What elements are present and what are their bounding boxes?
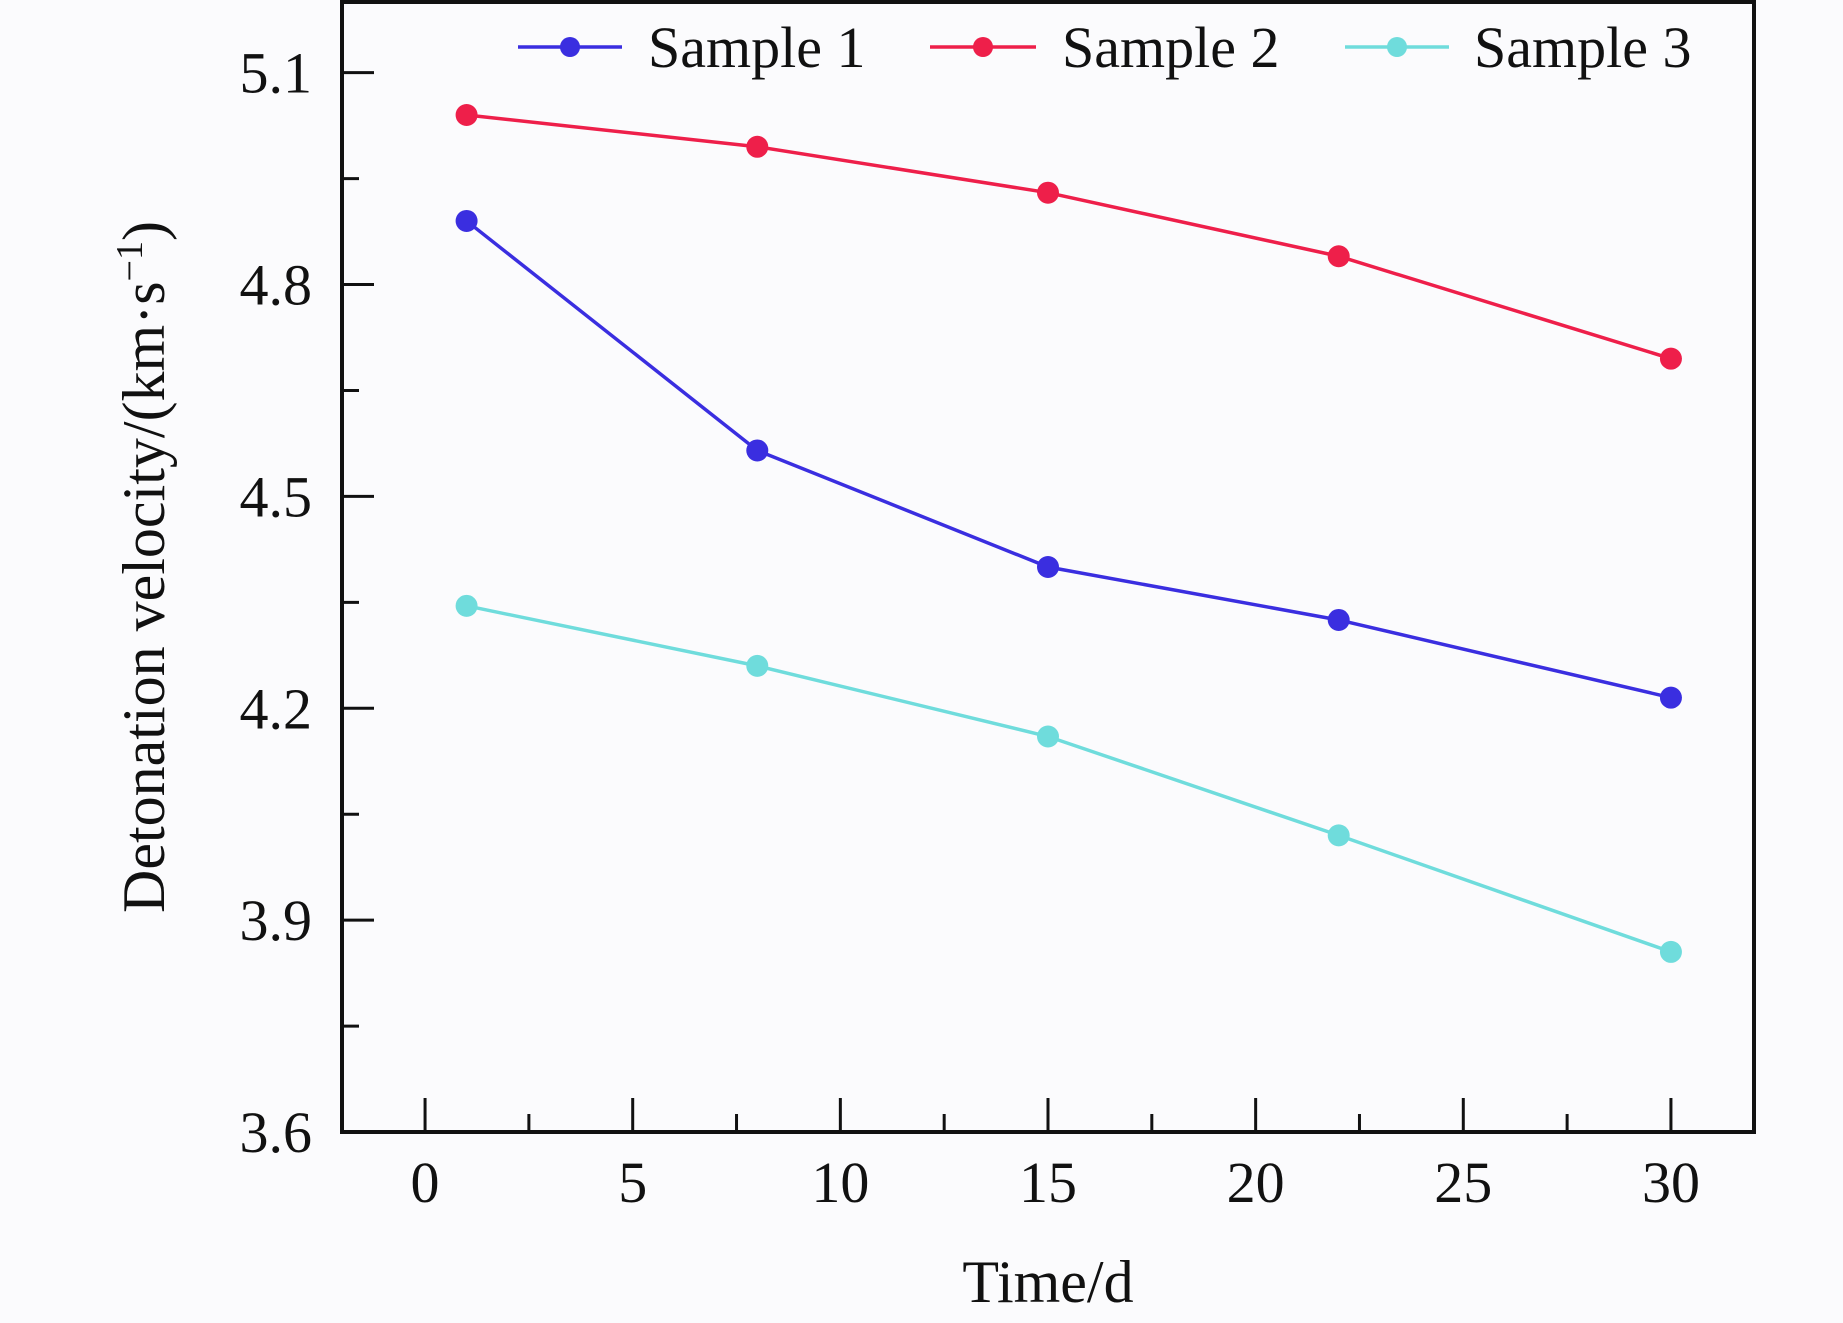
data-point (1037, 725, 1059, 748)
y-tick-label: 3.9 (240, 888, 313, 953)
legend-marker (1387, 37, 1407, 57)
data-point (1659, 686, 1682, 709)
data-point (1659, 347, 1682, 370)
y-tick-label: 4.5 (240, 464, 313, 529)
x-tick-label: 20 (1227, 1150, 1285, 1215)
data-point (1659, 940, 1682, 963)
series-layer (455, 104, 1682, 963)
x-tick-label: 5 (618, 1150, 647, 1215)
axis-ticks: 0 5 10 15 20 25 30 3.6 3.9 4.2 4.5 4.8 5.1 (240, 41, 1700, 1215)
legend-label: Sample 1 (648, 15, 865, 80)
x-tick-label: 15 (1019, 1150, 1077, 1215)
legend-label: Sample 2 (1062, 15, 1279, 80)
data-point (1037, 556, 1059, 578)
data-point (1037, 181, 1059, 204)
legend-entry-2: Sample 2 (930, 15, 1279, 80)
y-axis-label-close: ) (111, 221, 177, 241)
data-point (746, 654, 769, 677)
data-point (455, 104, 478, 126)
y-axis-label-main: Detonation velocity/(km·s (111, 281, 177, 913)
data-point (1327, 608, 1350, 631)
y-axis-label-superscript: −1 (109, 241, 151, 281)
x-axis-label: Time/d (962, 1249, 1133, 1315)
y-tick-label: 5.1 (240, 41, 313, 106)
data-point (1327, 245, 1350, 268)
legend-marker (973, 37, 993, 57)
data-point (455, 594, 478, 617)
legend-label: Sample 3 (1474, 15, 1691, 80)
x-tick-label: 0 (411, 1150, 440, 1215)
data-point (1327, 824, 1350, 847)
data-point (746, 439, 769, 462)
series-1 (455, 209, 1682, 709)
legend: Sample 1 Sample 2 Sample 3 (518, 15, 1691, 80)
legend-marker (560, 37, 580, 57)
plot-frame (340, 0, 1756, 1134)
x-tick-label: 30 (1642, 1150, 1700, 1215)
y-tick-label: 3.6 (240, 1100, 313, 1165)
series-3 (455, 594, 1682, 963)
y-axis-label: Detonation velocity/(km·s−1) (109, 221, 177, 913)
y-tick-label: 4.2 (240, 676, 313, 741)
data-point (746, 135, 769, 158)
x-tick-label: 10 (811, 1150, 869, 1215)
x-tick-label: 25 (1434, 1150, 1492, 1215)
legend-entry-3: Sample 3 (1345, 15, 1691, 80)
legend-entry-1: Sample 1 (518, 15, 865, 80)
data-point (455, 209, 478, 232)
y-tick-label: 4.8 (240, 253, 313, 318)
series-2 (455, 104, 1682, 370)
